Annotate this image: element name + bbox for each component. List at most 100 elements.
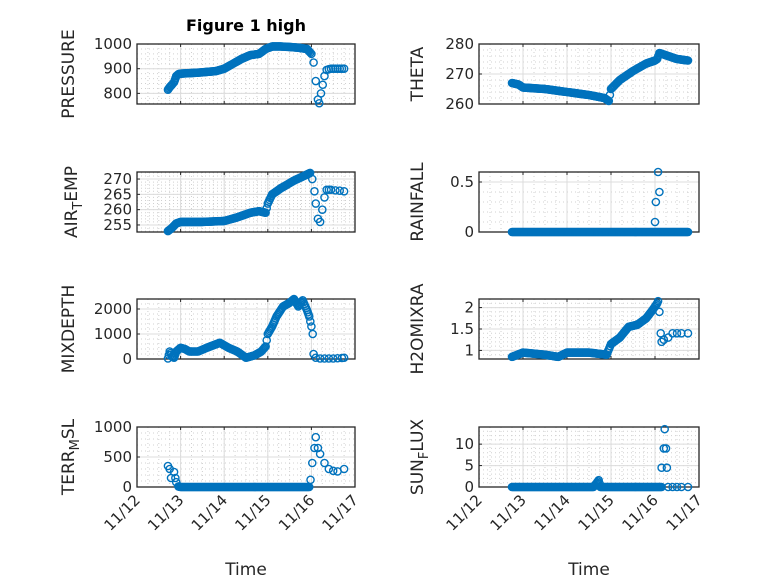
y-axis-label: MIXDEPTH: [59, 285, 79, 374]
data-point: [335, 186, 345, 195]
data-point: [308, 329, 318, 339]
data-point: [328, 64, 338, 73]
axes-box: [478, 43, 700, 105]
data-point: [339, 464, 349, 474]
data-point: [306, 48, 315, 57]
data-point: [663, 333, 673, 342]
data-point: [311, 199, 321, 208]
label-part: EMP: [62, 166, 82, 202]
series-markers: [163, 42, 349, 108]
y-axis-label: AIRTEMP: [62, 166, 86, 238]
y-axis-label: PRESSURE: [59, 29, 79, 118]
y-tick-label: 0: [122, 478, 132, 496]
subplot-terr-msl: 11/12 11/13 11/14 11/15 11/16 11/1705001000TE…: [59, 418, 362, 580]
data-point: [337, 64, 347, 73]
data-point: [339, 353, 349, 363]
label-subscript: F: [417, 452, 432, 459]
data-point: [315, 449, 325, 459]
series-markers: [163, 432, 349, 492]
series-markers: [507, 48, 693, 106]
data-point: [604, 96, 614, 106]
data-point: [328, 354, 338, 363]
data-point: [169, 467, 179, 477]
label-part: TERR: [59, 450, 79, 496]
data-point: [310, 443, 319, 453]
data-point: [683, 56, 693, 65]
y-tick-label: 800: [103, 84, 132, 102]
data-point: [311, 432, 321, 442]
y-tick-label: 2: [464, 299, 474, 317]
series-markers: [507, 424, 693, 492]
y-tick-label: 1000: [94, 35, 132, 53]
data-point: [259, 344, 269, 353]
y-axis-label: THETA: [408, 46, 428, 102]
data-point: [326, 185, 336, 195]
data-point: [662, 463, 672, 473]
label-part: SL: [59, 418, 79, 439]
y-tick-label: 1.5: [450, 320, 474, 338]
subplot-h2omixra: 1 1.5 2 H2OMIXRA: [408, 283, 700, 375]
x-axis-label: Time: [567, 560, 610, 580]
y-tick-label: 0: [464, 223, 474, 241]
y-tick-label: 5: [464, 457, 474, 475]
data-point: [655, 187, 664, 197]
data-point: [672, 482, 682, 492]
subplot-mixdepth: 0 1000 2000 MIXDEPTH: [59, 285, 356, 374]
data-point: [657, 337, 666, 347]
data-point: [683, 328, 693, 338]
data-point: [311, 76, 321, 86]
data-point: [307, 49, 316, 59]
subplot-pressure: 800 900 1000 PRESSURE: [59, 29, 356, 119]
y-tick-label: 260: [103, 201, 132, 219]
data-point: [171, 473, 180, 483]
data-point: [320, 354, 329, 363]
figure-title: Figure 1 high: [186, 16, 306, 35]
y-tick-label: 280: [445, 35, 474, 53]
data-point: [306, 317, 315, 326]
data-point: [672, 328, 682, 338]
data-point: [310, 186, 319, 196]
y-axis-label: H2OMIXRA: [408, 283, 428, 374]
data-point: [261, 208, 270, 218]
data-point: [320, 193, 329, 202]
data-point: [655, 307, 664, 317]
data-point: [328, 466, 338, 476]
y-tick-label: 1000: [94, 325, 132, 343]
data-point: [333, 64, 342, 73]
subplot-rainfall: 0 0.5 RAINFALL: [408, 162, 700, 242]
data-point: [668, 482, 677, 492]
data-point: [309, 58, 318, 67]
y-axis-label: RAINFALL: [408, 162, 428, 242]
data-point: [683, 482, 693, 492]
data-point: [316, 89, 326, 98]
y-axis-label: SUNFLUX: [408, 419, 432, 496]
y-tick-label: 500: [103, 448, 132, 466]
data-point: [315, 354, 325, 363]
data-point: [324, 64, 334, 74]
y-tick-label: 255: [103, 216, 132, 234]
y-tick-label: 10: [455, 435, 474, 453]
data-point: [661, 444, 671, 453]
y-tick-label: 0.5: [450, 173, 474, 191]
data-point: [304, 47, 314, 56]
data-point: [653, 296, 663, 306]
data-point: [311, 353, 321, 363]
label-part: LUX: [408, 419, 428, 452]
y-axis-label: TERRMSL: [59, 418, 83, 496]
y-tick-label: 900: [103, 60, 132, 78]
y-tick-label: 1000: [94, 418, 132, 436]
label-part: AIR: [62, 209, 82, 238]
label-subscript: M: [68, 439, 83, 450]
data-point: [315, 217, 325, 227]
data-point: [331, 186, 340, 195]
y-tick-label: 0: [122, 350, 132, 368]
data-point: [683, 227, 693, 237]
data-point: [304, 312, 314, 321]
axes-box: [136, 43, 356, 105]
data-point: [318, 80, 328, 90]
label-part: SUN: [408, 459, 428, 495]
data-point: [261, 342, 270, 351]
y-tick-label: 260: [445, 95, 474, 113]
